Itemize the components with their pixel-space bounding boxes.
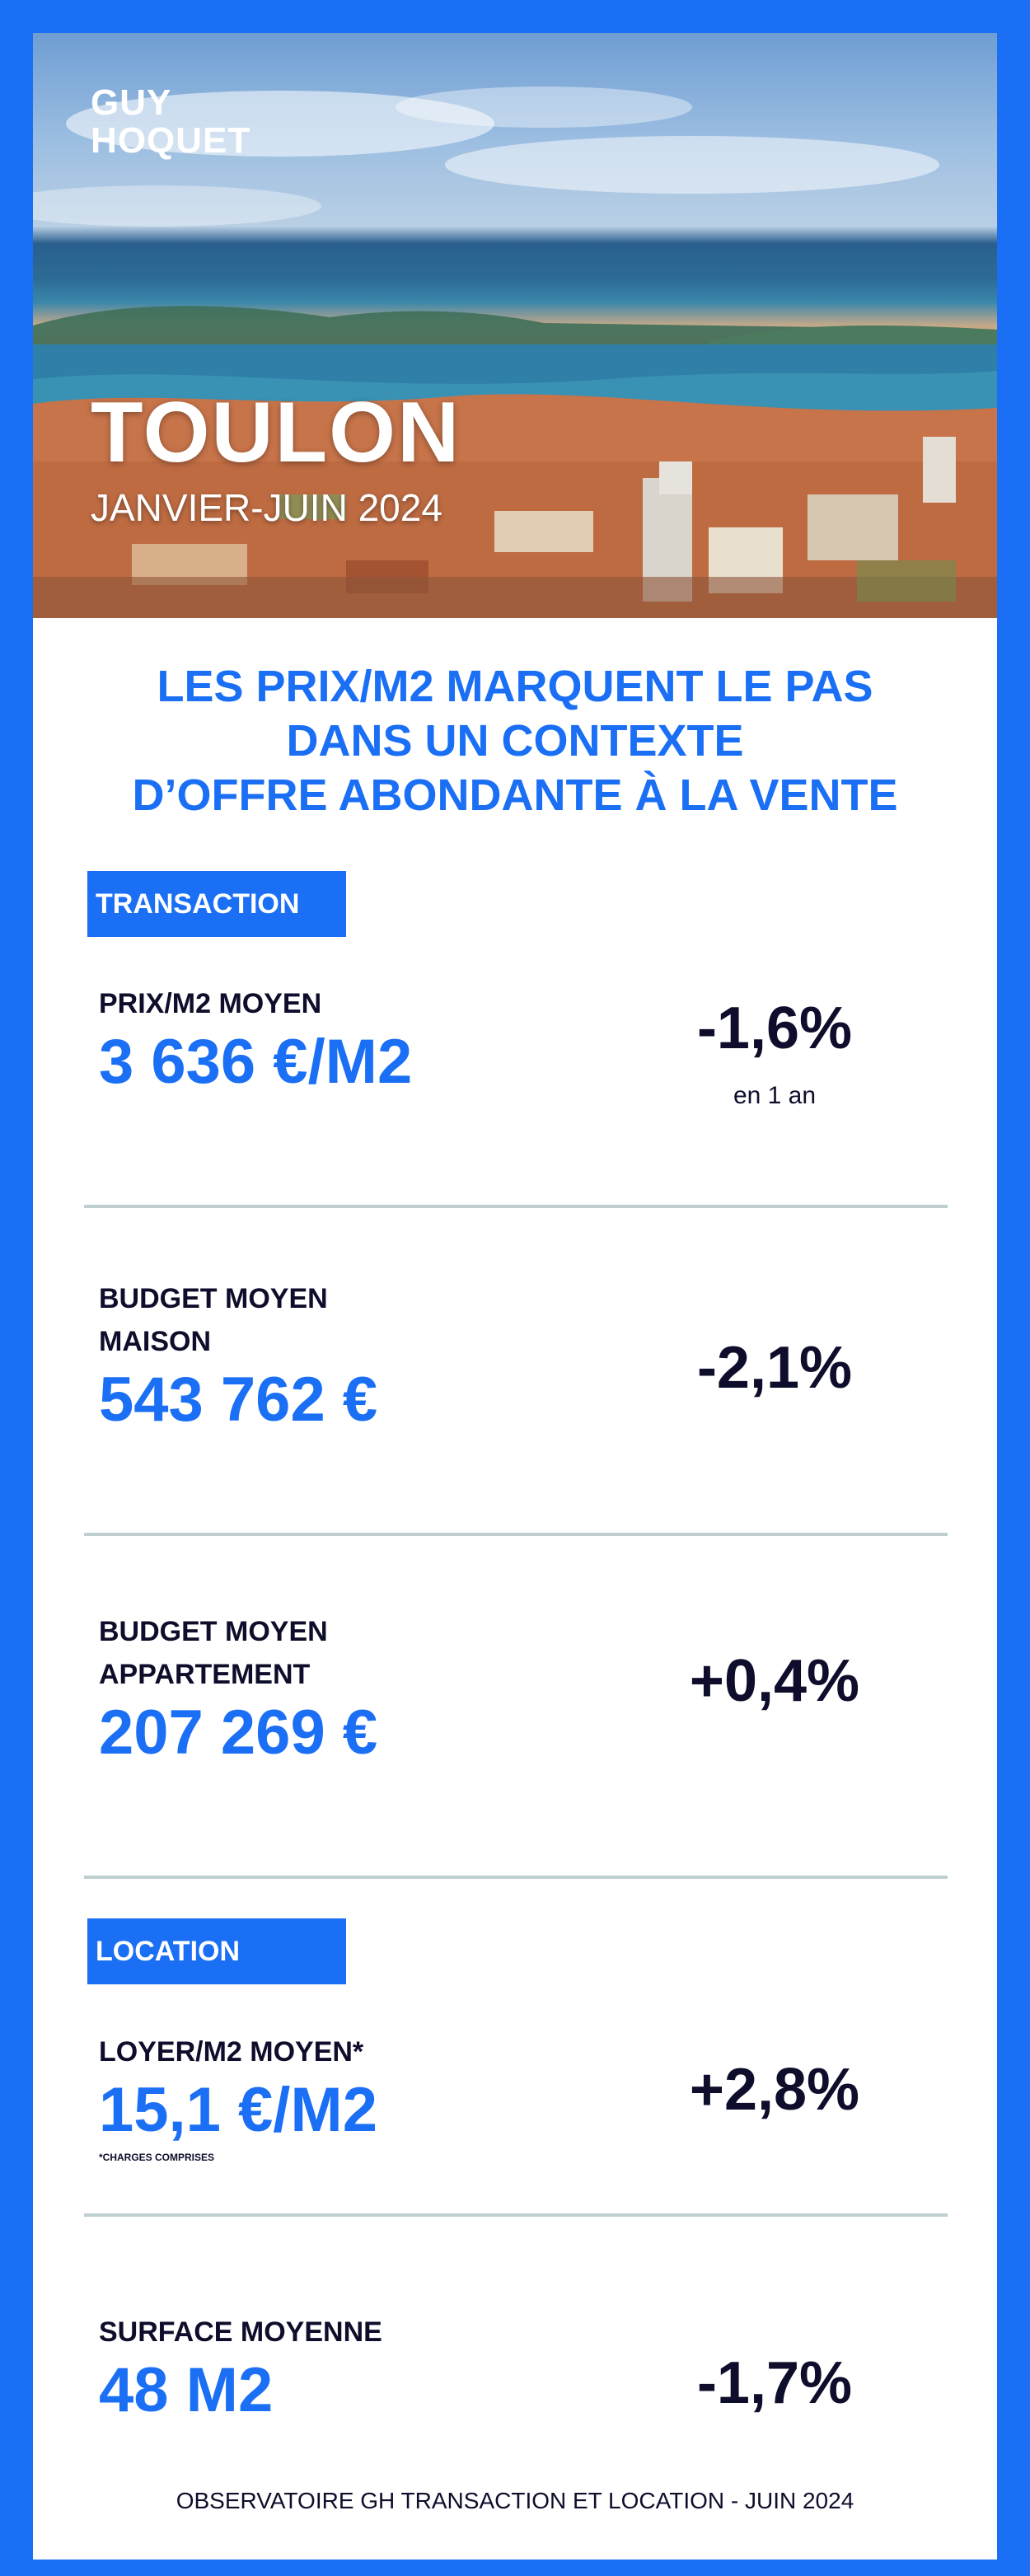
metric-budget-maison: BUDGET MOYEN MAISON 543 762 €: [99, 1277, 377, 1437]
metric-label: LOYER/M2 MOYEN*: [99, 2036, 364, 2068]
metric-label: PRIX/M2 MOYEN: [99, 988, 322, 1019]
divider: [84, 1533, 948, 1536]
metric-prix-m2: PRIX/M2 MOYEN 3 636 €/M2: [99, 982, 412, 1099]
divider: [84, 2213, 948, 2217]
city-title: TOULON: [91, 385, 461, 480]
metric-delta-prix-m2: -1,6%: [696, 995, 853, 1061]
headline: LES PRIX/M2 MARQUENT LE PAS DANS UN CONT…: [33, 659, 997, 822]
metric-value: 48 M2: [99, 2355, 274, 2425]
headline-line-1: LES PRIX/M2 MARQUENT LE PAS: [157, 662, 873, 711]
metric-budget-appartement: BUDGET MOYEN APPARTEMENT 207 269 €: [99, 1610, 377, 1770]
logo-line-2: HOQUET: [91, 120, 251, 161]
metric-loyer-m2: LOYER/M2 MOYEN* 15,1 €/M2 *CHARGES COMPR…: [99, 2030, 377, 2164]
metric-value: 543 762 €: [99, 1365, 378, 1435]
metric-value: 207 269 €: [99, 1698, 378, 1768]
hero-photo: GUY HOQUET TOULON JANVIER-JUIN 2024: [33, 33, 997, 618]
divider: [84, 1205, 948, 1208]
divider: [84, 1876, 948, 1879]
metric-value: 3 636 €/M2: [99, 1027, 413, 1097]
metric-footnote: *CHARGES COMPRISES: [99, 2152, 215, 2163]
metric-delta-budget-maison: -2,1%: [696, 1335, 853, 1401]
period-subtitle: JANVIER-JUIN 2024: [91, 486, 442, 529]
metric-delta-loyer-m2: +2,8%: [689, 2057, 860, 2123]
section-badge-location: LOCATION: [87, 1918, 346, 1984]
logo-line-1: GUY: [91, 82, 172, 123]
metric-delta-note: en 1 an: [733, 1082, 817, 1109]
metric-label: BUDGET MOYEN: [99, 1283, 328, 1314]
infographic: GUY HOQUET TOULON JANVIER-JUIN 2024 LES …: [33, 33, 997, 2560]
metric-surface: SURFACE MOYENNE 48 M2: [99, 2311, 382, 2428]
metric-label: BUDGET MOYEN: [99, 1616, 328, 1647]
metric-delta-budget-appartement: +0,4%: [689, 1648, 860, 1714]
headline-line-2: DANS UN CONTEXTE: [286, 716, 744, 766]
footer-source: OBSERVATOIRE GH TRANSACTION ET LOCATION …: [176, 2488, 854, 2513]
toulon-harbor-photo: [33, 87, 997, 618]
headline-line-3: D’OFFRE ABONDANTE À LA VENTE: [132, 770, 898, 820]
metric-label: APPARTEMENT: [99, 1659, 311, 1690]
metric-delta-surface: -1,7%: [696, 2350, 853, 2416]
metric-label: SURFACE MOYENNE: [99, 2316, 382, 2348]
brand-logo: GUY HOQUET: [91, 84, 250, 160]
metric-label: MAISON: [99, 1326, 211, 1357]
section-badge-transaction: TRANSACTION: [87, 871, 346, 937]
metric-value: 15,1 €/M2: [99, 2075, 377, 2145]
